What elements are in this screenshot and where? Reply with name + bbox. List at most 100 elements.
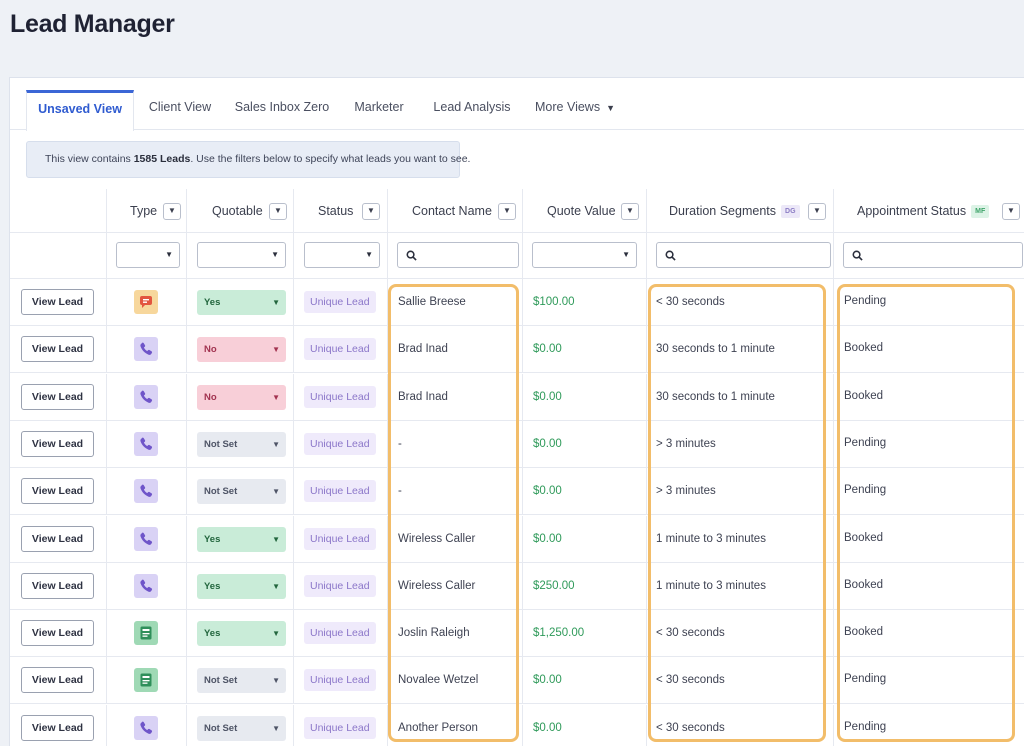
view-lead-button[interactable]: View Lead: [21, 525, 94, 552]
caret-down-icon: ▼: [272, 581, 280, 591]
table-row: View Lead Yes ▼ Unique Lead Joslin Raleigh $1…: [10, 610, 1024, 658]
chevron-down-icon[interactable]: ▼: [1002, 203, 1020, 220]
caret-down-icon: ▼: [272, 676, 280, 686]
quotable-select[interactable]: Yes ▼: [197, 621, 286, 647]
view-lead-button[interactable]: View Lead: [21, 572, 94, 599]
info-suffix: . Use the filters below to specify what …: [190, 153, 471, 165]
quotable-select[interactable]: No ▼: [197, 384, 286, 410]
quotable-select[interactable]: Yes ▼: [197, 290, 286, 315]
appointment-status: Booked: [844, 531, 884, 544]
quote-value-filter-select[interactable]: ▼: [532, 242, 637, 268]
dg-tag: DG: [781, 205, 800, 218]
phone-icon: [134, 384, 158, 409]
contact-name: Brad Inad: [398, 343, 448, 356]
page-title: Lead Manager: [10, 10, 175, 38]
status-badge: Unique Lead: [304, 716, 376, 739]
table-row: View Lead No ▼ Unique Lead Brad Inad $0.00 30 …: [10, 326, 1024, 374]
phone-icon: [134, 573, 158, 598]
status-badge: Unique Lead: [304, 338, 376, 361]
appointment-search-input[interactable]: [843, 242, 1023, 268]
lead-panel: Unsaved View Client View Sales Inbox Zer…: [9, 77, 1024, 746]
col-duration-label: Duration Segments: [669, 204, 777, 218]
contact-name: Brad Inad: [398, 390, 448, 403]
view-lead-button[interactable]: View Lead: [21, 714, 94, 741]
type-filter-select[interactable]: ▼: [116, 242, 180, 268]
tab-more-views[interactable]: More Views ▼: [532, 90, 618, 130]
table-row: View Lead Yes ▼ Unique Lead Wireless Caller $…: [10, 562, 1024, 610]
table-row: View Lead Not Set ▼ Unique Lead - $0.00 > 3 mi…: [10, 420, 1024, 468]
status-badge: Unique Lead: [304, 291, 376, 313]
quotable-value: Yes: [204, 533, 221, 545]
appointment-status: Pending: [844, 295, 887, 307]
appointment-status: Pending: [844, 720, 887, 733]
status-filter-select[interactable]: ▼: [304, 242, 380, 268]
tab-sales-inbox-zero[interactable]: Sales Inbox Zero: [234, 100, 330, 114]
quotable-select[interactable]: Not Set ▼: [197, 668, 286, 694]
quotable-select[interactable]: Not Set ▼: [197, 479, 286, 505]
quotable-value: Not Set: [204, 722, 238, 734]
duration-segment: < 30 seconds: [656, 627, 725, 640]
quotable-filter-select[interactable]: ▼: [197, 242, 286, 268]
tab-lead-analysis[interactable]: Lead Analysis: [433, 100, 511, 114]
chevron-down-icon[interactable]: ▼: [269, 203, 287, 220]
quotable-value: No: [204, 344, 217, 356]
caret-down-icon: ▼: [272, 629, 280, 639]
search-icon: [852, 250, 863, 261]
chevron-down-icon[interactable]: ▼: [362, 203, 380, 220]
lead-count: 1585 Leads: [133, 153, 191, 165]
quote-value: $100.00: [533, 296, 575, 308]
contact-name: -: [398, 485, 402, 498]
phone-icon: [134, 337, 158, 362]
view-lead-button[interactable]: View Lead: [21, 383, 94, 410]
col-quote-value-label: Quote Value: [547, 204, 616, 218]
view-lead-button[interactable]: View Lead: [21, 336, 94, 363]
col-status-label: Status: [318, 204, 354, 218]
status-badge: Unique Lead: [304, 574, 376, 597]
quote-value: $0.00: [533, 532, 562, 545]
status-badge: Unique Lead: [304, 385, 376, 408]
duration-search-input[interactable]: [656, 242, 831, 268]
col-quotable-label: Quotable: [212, 204, 263, 218]
caret-down-icon: ▼: [272, 298, 280, 307]
quote-value: $0.00: [533, 485, 562, 498]
contact-name-search-input[interactable]: [397, 242, 519, 268]
duration-segment: 30 seconds to 1 minute: [656, 343, 775, 356]
table-row: View Lead Not Set ▼ Unique Lead Novalee Wetz…: [10, 657, 1024, 705]
col-status: Status ▼: [293, 189, 387, 233]
quote-value: $0.00: [533, 437, 562, 450]
status-badge: Unique Lead: [304, 622, 376, 645]
caret-down-icon: ▼: [272, 487, 280, 497]
chevron-down-icon[interactable]: ▼: [621, 203, 639, 220]
view-lead-button[interactable]: View Lead: [21, 478, 94, 505]
caret-down-icon: ▼: [606, 103, 615, 113]
table-row: View Lead Not Set ▼ Unique Lead Another Pers…: [10, 704, 1024, 746]
quotable-select[interactable]: Not Set ▼: [197, 431, 286, 457]
table-row: View Lead Yes ▼ Unique Lead Wireless Caller $…: [10, 515, 1024, 563]
quotable-select[interactable]: Yes ▼: [197, 526, 286, 552]
col-type-label: Type: [130, 204, 158, 218]
view-lead-button[interactable]: View Lead: [21, 620, 94, 647]
tab-client-view[interactable]: Client View: [148, 100, 212, 114]
appointment-status: Pending: [844, 673, 887, 686]
appointment-status: Pending: [844, 436, 887, 449]
quote-value: $0.00: [533, 674, 562, 687]
tab-unsaved-view[interactable]: Unsaved View: [26, 90, 134, 131]
chevron-down-icon[interactable]: ▼: [163, 203, 181, 220]
duration-segment: 30 seconds to 1 minute: [656, 390, 775, 403]
chat-icon: [134, 290, 158, 314]
col-contact-name-label: Contact Name: [412, 204, 492, 218]
table-row: View Lead No ▼ Unique Lead Brad Inad $0.00 30 …: [10, 373, 1024, 421]
chevron-down-icon[interactable]: ▼: [808, 203, 826, 220]
view-lead-button[interactable]: View Lead: [21, 667, 94, 694]
chevron-down-icon[interactable]: ▼: [498, 203, 516, 220]
view-lead-button[interactable]: View Lead: [21, 289, 94, 315]
status-badge: Unique Lead: [304, 527, 376, 550]
caret-down-icon: ▼: [272, 392, 280, 402]
contact-name: Novalee Wetzel: [398, 674, 479, 687]
quotable-select[interactable]: Yes ▼: [197, 573, 286, 599]
quotable-select[interactable]: No ▼: [197, 337, 286, 363]
filter-row: ▼ ▼ ▼ ▼: [10, 233, 1024, 279]
quotable-select[interactable]: Not Set ▼: [197, 715, 286, 741]
view-lead-button[interactable]: View Lead: [21, 430, 94, 457]
tab-marketer[interactable]: Marketer: [354, 100, 404, 114]
